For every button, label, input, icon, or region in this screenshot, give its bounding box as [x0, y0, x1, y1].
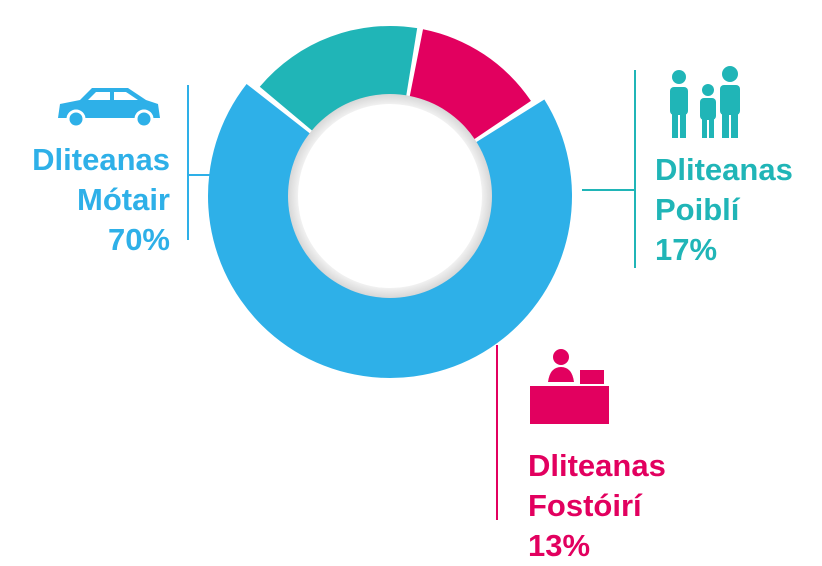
- family-icon: [670, 66, 740, 138]
- value-label: 13%: [528, 528, 591, 563]
- category-label: Dliteanas Poiblí: [655, 152, 793, 227]
- category-label: Dliteanas Mótair: [32, 142, 170, 217]
- value-label: 70%: [107, 222, 170, 257]
- category-label: Dliteanas Fostóirí: [528, 448, 666, 523]
- desk-icon: [530, 349, 609, 424]
- car-icon: [58, 88, 160, 129]
- value-label: 17%: [655, 232, 718, 267]
- donut-hole-center: [298, 104, 482, 288]
- leader-lines: [187, 70, 636, 520]
